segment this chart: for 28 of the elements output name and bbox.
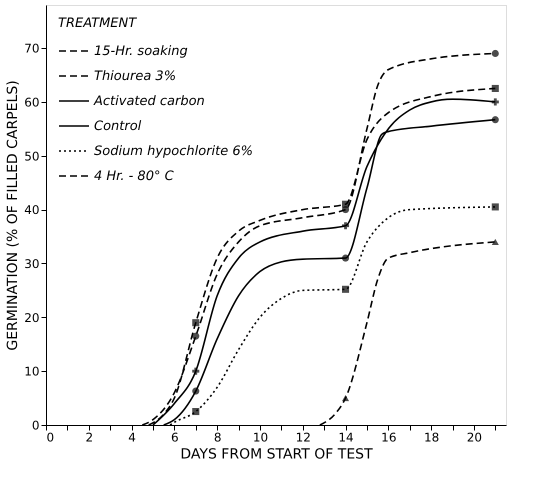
x-tick-label: 0 xyxy=(46,430,54,444)
legend-label: 4 Hr. - 80° C xyxy=(94,169,175,184)
x-tick-label: 2 xyxy=(85,430,94,444)
legend-label: 15-Hr. soaking xyxy=(94,44,188,59)
x-tick-label: 12 xyxy=(296,430,311,444)
x-tick-label: 8 xyxy=(214,430,222,444)
y-tick-label: 10 xyxy=(24,364,40,379)
x-tick-label: 6 xyxy=(171,430,179,444)
legend-title: TREATMENT xyxy=(58,16,138,31)
legend-label: Thiourea 3% xyxy=(94,69,176,84)
legend-label: Control xyxy=(94,119,142,134)
x-tick-label: 14 xyxy=(338,430,354,444)
x-tick-label: 18 xyxy=(424,430,440,444)
x-tick-label: 10 xyxy=(252,430,268,444)
x-axis-title: DAYS FROM START OF TEST xyxy=(180,446,374,462)
x-tick-label: 16 xyxy=(381,430,396,444)
x-tick-label: 20 xyxy=(466,430,482,444)
y-tick-label: 50 xyxy=(24,149,40,164)
y-tick-label: 30 xyxy=(24,256,40,271)
y-tick-label: 40 xyxy=(24,203,40,218)
y-tick-label: 20 xyxy=(24,310,40,325)
y-tick-label: 0 xyxy=(32,418,40,432)
y-tick-label: 70 xyxy=(24,42,40,56)
legend-label: Activated carbon xyxy=(93,94,205,109)
legend-label: Sodium hypochlorite 6% xyxy=(94,144,254,159)
x-tick-label: 4 xyxy=(128,430,136,444)
y-tick-label: 60 xyxy=(24,95,40,110)
y-axis-title: GERMINATION (% OF FILLED CARPELS) xyxy=(5,80,22,351)
